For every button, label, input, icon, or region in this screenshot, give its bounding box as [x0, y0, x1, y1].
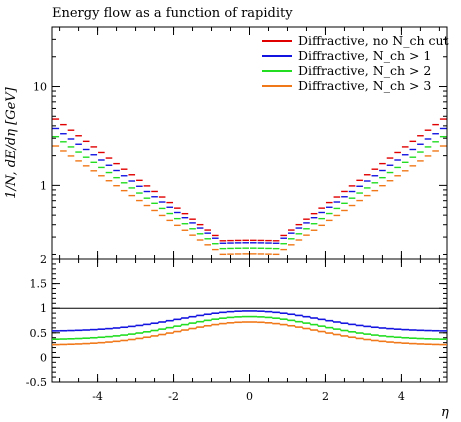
- ratio-y-tick-label: 1: [40, 302, 47, 315]
- axes-ticks: -4 -2 0 2 4 1 10 -0.5 0 0.5 1 1.5 2: [26, 26, 447, 403]
- main-series-3: [52, 145, 447, 256]
- main-series-1: [52, 127, 447, 244]
- main-series-2: [52, 135, 447, 250]
- x-axis-label: η: [441, 405, 449, 420]
- chart-title: Energy flow as a function of rapidity: [52, 6, 293, 21]
- x-tick-label: -2: [168, 390, 179, 403]
- ratio-y-tick-label: 1.5: [30, 278, 48, 291]
- main-y-tick-label: 1: [40, 179, 47, 192]
- ratio-series-2: [52, 321, 447, 346]
- ratio-y-tick-label: 0.5: [30, 327, 48, 340]
- ratio-y-tick-label: 2: [40, 253, 47, 266]
- legend-label: Diffractive, N_ch > 2: [298, 63, 431, 78]
- main-panel-series: [52, 118, 447, 256]
- x-tick-label: 0: [246, 390, 253, 403]
- ratio-series-0: [52, 310, 447, 332]
- ratio-panel-series: [52, 307, 447, 346]
- x-tick-label: 2: [322, 390, 329, 403]
- legend-label: Diffractive, N_ch > 1: [298, 48, 431, 63]
- ratio-y-tick-label: 0: [40, 351, 47, 364]
- ratio-y-tick-label: -0.5: [26, 376, 47, 389]
- main-series-0: [52, 118, 447, 242]
- y-axis-label: 1/N, dE/dη [GeV]: [4, 86, 19, 198]
- legend-label: Diffractive, no N_ch cut: [298, 33, 449, 48]
- ratio-panel-frame: [51, 258, 448, 383]
- x-tick-label: -4: [92, 390, 103, 403]
- main-y-tick-label: 10: [33, 81, 47, 94]
- legend-label: Diffractive, N_ch > 3: [298, 78, 431, 93]
- x-tick-label: 4: [398, 390, 405, 403]
- ratio-series-1: [52, 315, 447, 340]
